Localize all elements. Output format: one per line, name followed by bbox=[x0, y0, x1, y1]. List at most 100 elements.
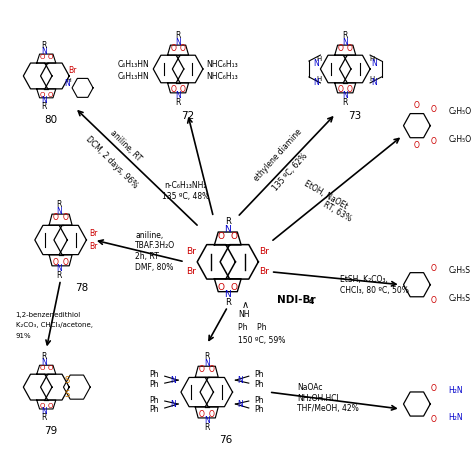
Text: 91%: 91% bbox=[16, 333, 31, 339]
Text: O: O bbox=[430, 105, 436, 114]
Text: Br: Br bbox=[186, 267, 196, 276]
Text: O: O bbox=[40, 365, 45, 371]
Text: O: O bbox=[199, 410, 205, 419]
Text: Ph: Ph bbox=[255, 395, 264, 404]
Text: Br: Br bbox=[89, 242, 98, 251]
Text: N: N bbox=[42, 408, 47, 417]
Text: O: O bbox=[47, 54, 53, 60]
Text: ∧: ∧ bbox=[241, 300, 248, 310]
Text: N: N bbox=[56, 207, 62, 216]
Text: H: H bbox=[369, 56, 374, 62]
Text: 135 ºC, 48%: 135 ºC, 48% bbox=[162, 192, 210, 201]
Text: R: R bbox=[42, 352, 47, 361]
Text: EtOH, NaOEt: EtOH, NaOEt bbox=[303, 179, 349, 211]
Text: O: O bbox=[180, 44, 186, 53]
Text: N: N bbox=[237, 376, 243, 385]
Text: N: N bbox=[204, 359, 210, 368]
Text: Ph: Ph bbox=[149, 380, 159, 389]
Text: 4: 4 bbox=[309, 297, 314, 306]
Text: C₆H₁₃HN: C₆H₁₃HN bbox=[118, 73, 149, 82]
Text: R: R bbox=[204, 352, 210, 361]
Text: Ph    Ph: Ph Ph bbox=[238, 323, 267, 332]
Text: O: O bbox=[231, 231, 238, 240]
Text: C₂H₅S: C₂H₅S bbox=[448, 266, 470, 275]
Text: 150 ºC, 59%: 150 ºC, 59% bbox=[238, 336, 286, 345]
Text: NH: NH bbox=[238, 310, 250, 319]
Text: N: N bbox=[64, 80, 70, 89]
Text: NH₂OH.HCl: NH₂OH.HCl bbox=[298, 393, 339, 402]
Text: R: R bbox=[343, 98, 348, 107]
Text: 72: 72 bbox=[181, 111, 194, 121]
Text: O: O bbox=[430, 137, 436, 146]
Text: N: N bbox=[224, 225, 231, 234]
Text: N: N bbox=[42, 46, 47, 55]
Text: H: H bbox=[316, 76, 321, 82]
Text: O: O bbox=[337, 85, 343, 94]
Text: 79: 79 bbox=[45, 426, 58, 436]
Text: 80: 80 bbox=[45, 115, 58, 125]
Text: N: N bbox=[175, 91, 181, 100]
Text: O: O bbox=[180, 85, 186, 94]
Text: Ph: Ph bbox=[149, 370, 159, 379]
Text: ethylene diamine: ethylene diamine bbox=[253, 128, 304, 183]
Text: DCM, 2 days, 96%: DCM, 2 days, 96% bbox=[83, 135, 139, 190]
Text: THF/MeOH, 42%: THF/MeOH, 42% bbox=[298, 404, 359, 413]
Text: Br: Br bbox=[68, 66, 77, 75]
Text: NaOAc: NaOAc bbox=[298, 383, 323, 392]
Text: R: R bbox=[225, 298, 231, 307]
Text: Ph: Ph bbox=[255, 380, 264, 389]
Text: NHC₆H₁₃: NHC₆H₁₃ bbox=[207, 60, 238, 69]
Text: N: N bbox=[175, 37, 181, 46]
Text: N: N bbox=[371, 78, 377, 87]
Text: EtSH, K₂CO₃,: EtSH, K₂CO₃, bbox=[340, 275, 388, 284]
Text: TBAF.3H₂O: TBAF.3H₂O bbox=[135, 241, 175, 250]
Text: CHCl₃, 80 ºC, 50%: CHCl₃, 80 ºC, 50% bbox=[340, 286, 410, 295]
Text: 78: 78 bbox=[75, 283, 88, 293]
Text: O: O bbox=[347, 85, 353, 94]
Text: N: N bbox=[314, 78, 319, 87]
Text: 1,2-benzenedithiol: 1,2-benzenedithiol bbox=[16, 311, 81, 318]
Text: O: O bbox=[209, 365, 214, 374]
Text: O: O bbox=[40, 403, 45, 409]
Text: O: O bbox=[414, 141, 420, 150]
Text: RT, 63%: RT, 63% bbox=[322, 201, 353, 224]
Text: NDI-Br: NDI-Br bbox=[277, 295, 316, 305]
Text: NHC₆H₁₃: NHC₆H₁₃ bbox=[207, 73, 238, 82]
Text: N: N bbox=[237, 400, 243, 409]
Text: Ph: Ph bbox=[149, 405, 159, 414]
Text: N: N bbox=[371, 58, 377, 67]
Text: O: O bbox=[414, 101, 420, 110]
Text: O: O bbox=[170, 85, 176, 94]
Text: Br: Br bbox=[89, 228, 98, 237]
Text: N: N bbox=[171, 400, 176, 409]
Text: R: R bbox=[204, 423, 210, 432]
Text: O: O bbox=[40, 92, 45, 98]
Text: aniline,: aniline, bbox=[135, 230, 164, 239]
Text: C₂H₅O: C₂H₅O bbox=[448, 107, 472, 116]
Text: Br: Br bbox=[186, 247, 196, 256]
Text: O: O bbox=[53, 258, 59, 267]
Text: O: O bbox=[209, 410, 214, 419]
Text: O: O bbox=[63, 213, 68, 222]
Text: n-C₆H₁₃NH₂: n-C₆H₁₃NH₂ bbox=[164, 181, 207, 190]
Text: O: O bbox=[231, 283, 238, 292]
Text: R: R bbox=[56, 200, 62, 209]
Text: O: O bbox=[47, 403, 53, 409]
Text: C₂H₅S: C₂H₅S bbox=[448, 294, 470, 303]
Text: O: O bbox=[430, 264, 436, 273]
Text: N: N bbox=[56, 264, 62, 273]
Text: O: O bbox=[430, 383, 436, 392]
Text: K₂CO₃, CHCl₃/acetone,: K₂CO₃, CHCl₃/acetone, bbox=[16, 322, 93, 328]
Text: O: O bbox=[347, 44, 353, 53]
Text: 73: 73 bbox=[348, 111, 361, 121]
Text: O: O bbox=[430, 415, 436, 424]
Text: O: O bbox=[47, 92, 53, 98]
Text: O: O bbox=[53, 213, 59, 222]
Text: R: R bbox=[42, 41, 47, 50]
Text: N: N bbox=[342, 91, 348, 100]
Text: R: R bbox=[343, 31, 348, 40]
Text: O: O bbox=[47, 365, 53, 371]
Text: H₂N: H₂N bbox=[448, 413, 463, 422]
Text: 2h, RT: 2h, RT bbox=[135, 252, 159, 261]
Text: O: O bbox=[218, 283, 225, 292]
